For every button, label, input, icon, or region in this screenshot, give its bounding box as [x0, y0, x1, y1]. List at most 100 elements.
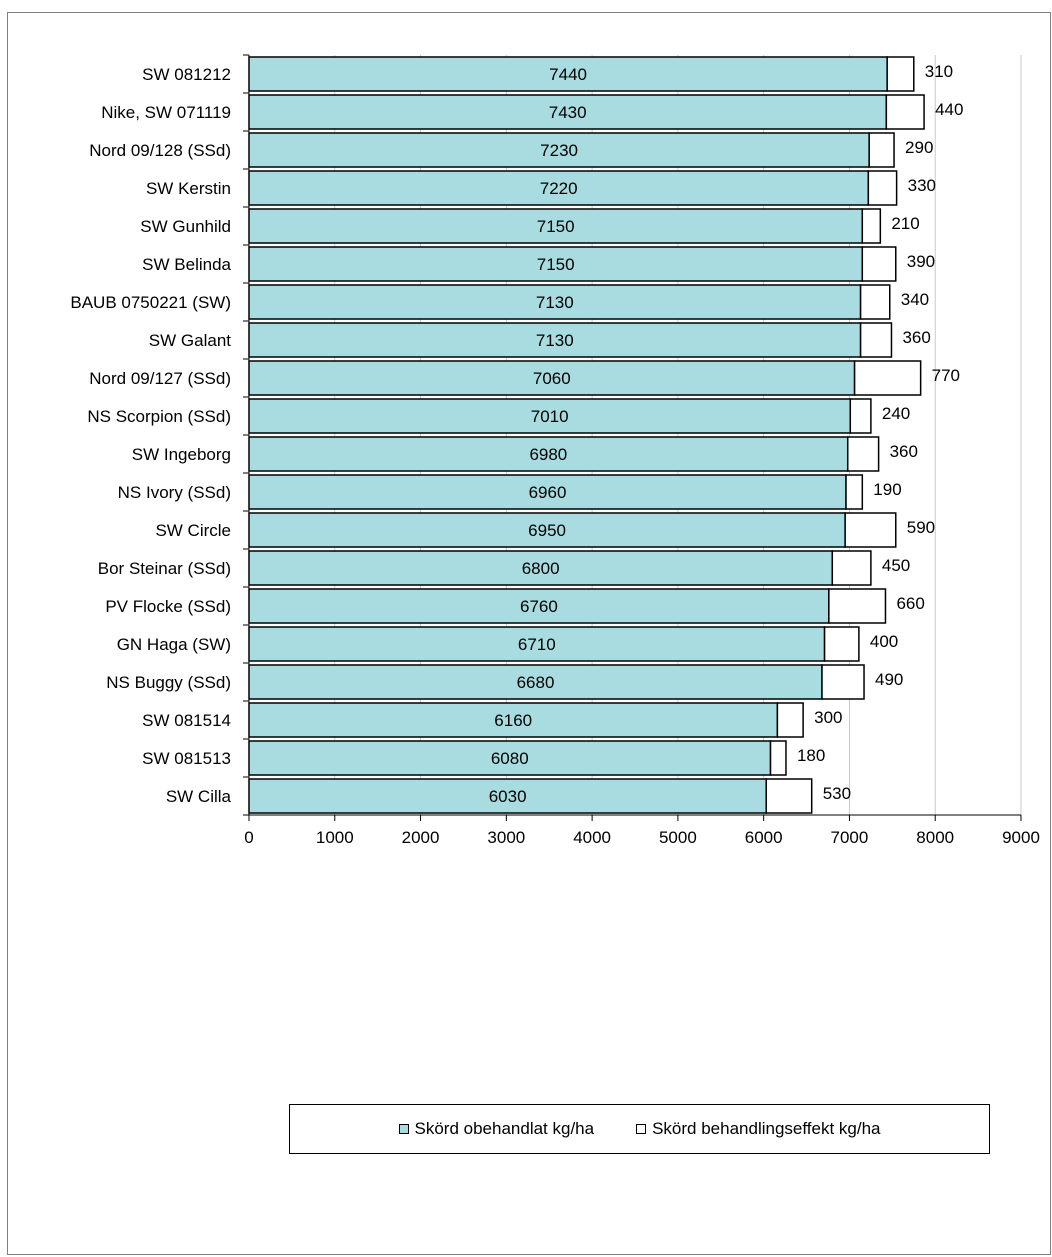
bar-value-effect: 590 — [907, 518, 935, 537]
bar-effect — [886, 56, 915, 92]
bar-effect — [853, 360, 922, 396]
legend-label-untreated: Skörd obehandlat kg/ha — [414, 1119, 595, 1138]
bar-value-untreated: 6680 — [517, 673, 555, 692]
bar-value-effect: 450 — [882, 556, 910, 575]
legend-item-effect: Skörd behandlingseffekt kg/ha — [636, 1119, 881, 1139]
bar-effect — [776, 702, 804, 738]
bar-value-effect: 360 — [902, 328, 930, 347]
bar-effect — [859, 284, 891, 320]
bar-value-untreated: 6760 — [520, 597, 558, 616]
bar-value-untreated: 7220 — [540, 179, 578, 198]
gridlines — [334, 55, 1022, 815]
bar-value-untreated: 7150 — [537, 217, 575, 236]
bar-effect — [845, 474, 864, 510]
bar-effect — [844, 512, 897, 548]
bar-effect — [769, 740, 787, 776]
chart-frame — [7, 12, 1051, 1255]
bar-value-untreated: 6160 — [494, 711, 532, 730]
x-tick-label: 4000 — [573, 828, 611, 847]
category-label: NS Buggy (SSd) — [106, 673, 231, 692]
bar-effect — [861, 208, 882, 244]
category-label: Nike, SW 071119 — [101, 103, 231, 122]
bar-value-untreated: 7430 — [549, 103, 587, 122]
x-tick-label: 6000 — [745, 828, 783, 847]
bar-effect — [885, 94, 925, 130]
bar-value-effect: 660 — [896, 594, 924, 613]
bar-value-effect: 360 — [890, 442, 918, 461]
category-label: SW 081514 — [142, 711, 231, 730]
category-label: Nord 09/127 (SSd) — [89, 369, 231, 388]
bar-untreated — [248, 170, 870, 206]
bar-value-effect: 400 — [870, 632, 898, 651]
bar-untreated — [248, 474, 847, 510]
bar-effect — [846, 436, 880, 472]
bar-value-effect: 340 — [901, 290, 929, 309]
bar-value-untreated: 7130 — [536, 293, 574, 312]
bar-untreated — [248, 322, 862, 358]
bar-value-effect: 300 — [814, 708, 842, 727]
bar-untreated — [248, 626, 826, 662]
bar-value-untreated: 6980 — [529, 445, 567, 464]
bar-untreated — [248, 208, 864, 244]
category-label: NS Scorpion (SSd) — [87, 407, 231, 426]
bars — [248, 56, 925, 814]
bar-untreated — [248, 132, 870, 168]
legend-item-untreated: Skörd obehandlat kg/ha — [398, 1119, 595, 1139]
bar-value-untreated: 7150 — [537, 255, 575, 274]
axes — [243, 54, 1022, 821]
legend-swatch-effect — [636, 1124, 647, 1134]
bar-value-effect: 190 — [873, 480, 901, 499]
category-label: SW Cilla — [166, 787, 232, 806]
bar-value-effect: 240 — [882, 404, 910, 423]
category-label: SW Ingeborg — [132, 445, 231, 464]
bar-value-untreated: 6800 — [522, 559, 560, 578]
bar-effect — [861, 246, 897, 282]
bar-value-effect: 330 — [908, 176, 936, 195]
bar-effect — [828, 588, 887, 624]
bar-value-effect: 770 — [932, 366, 960, 385]
x-tick-label: 9000 — [1002, 828, 1040, 847]
bar-value-effect: 290 — [905, 138, 933, 157]
category-label: SW 081513 — [142, 749, 231, 768]
category-label: SW 081212 — [142, 65, 231, 84]
bar-value-untreated: 6030 — [489, 787, 527, 806]
x-tick-label: 3000 — [487, 828, 525, 847]
category-label: SW Circle — [155, 521, 231, 540]
bar-value-effect: 490 — [875, 670, 903, 689]
bar-untreated — [248, 398, 852, 434]
bar-untreated — [248, 284, 862, 320]
x-tick-label: 2000 — [402, 828, 440, 847]
legend-label-effect: Skörd behandlingseffekt kg/ha — [652, 1119, 881, 1138]
bar-value-untreated: 6960 — [529, 483, 567, 502]
legend-swatch-untreated — [398, 1124, 409, 1134]
bar-value-effect: 530 — [823, 784, 851, 803]
bar-value-effect: 180 — [797, 746, 825, 765]
bar-value-untreated: 7060 — [533, 369, 571, 388]
x-tick-label: 8000 — [916, 828, 954, 847]
category-label: SW Gunhild — [140, 217, 231, 236]
bar-value-untreated: 6950 — [528, 521, 566, 540]
category-label: PV Flocke (SSd) — [105, 597, 231, 616]
bar-effect — [859, 322, 893, 358]
category-label: SW Belinda — [142, 255, 231, 274]
bar-untreated — [248, 778, 767, 814]
bar-value-effect: 310 — [925, 62, 953, 81]
labels: 7440 310 SW 081212 7430 440 Nike, SW 071119 72… — [70, 62, 1040, 847]
bar-untreated — [248, 246, 864, 282]
bar-untreated — [248, 512, 846, 548]
bar-untreated — [248, 436, 849, 472]
category-label: Bor Steinar (SSd) — [98, 559, 231, 578]
bar-value-effect: 210 — [891, 214, 919, 233]
bar-effect — [821, 664, 865, 700]
x-tick-label: 0 — [244, 828, 253, 847]
category-label: BAUB 0750221 (SW) — [70, 293, 231, 312]
category-label: GN Haga (SW) — [117, 635, 231, 654]
x-tick-label: 7000 — [831, 828, 869, 847]
bar-effect — [867, 170, 898, 206]
bar-value-untreated: 7130 — [536, 331, 574, 350]
bar-effect — [849, 398, 872, 434]
legend: Skörd obehandlat kg/ha Skörd behandlings… — [289, 1104, 990, 1154]
bar-value-untreated: 7010 — [531, 407, 569, 426]
bar-value-untreated: 7440 — [549, 65, 587, 84]
